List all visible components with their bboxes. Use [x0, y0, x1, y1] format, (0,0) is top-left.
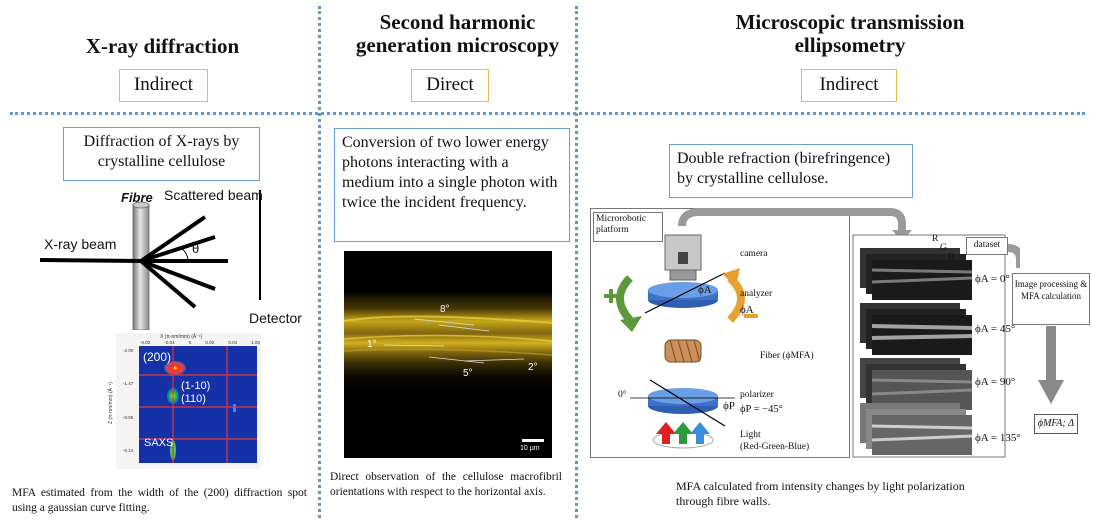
- spot-200-label: (200): [143, 350, 172, 364]
- phi-p-label: ϕP: [723, 400, 735, 412]
- tick-label: -0.24: [123, 447, 134, 453]
- light-label: Light: [740, 430, 761, 440]
- channel-r-label: R: [932, 234, 939, 244]
- caption-shg: Direct observation of the cellulose macr…: [330, 471, 562, 498]
- column-title-shg: Second harmonic generation microscopy: [355, 10, 560, 57]
- diffraction-pattern-image: [139, 346, 257, 463]
- phi-label: ϕA = 135°: [975, 432, 1021, 444]
- vertical-separator-1: [318, 6, 321, 518]
- spot-110-label: (110): [181, 393, 206, 405]
- tick-label: 0: [188, 340, 192, 345]
- tick-label: -1.47: [123, 381, 134, 387]
- pattern-top-ticks: -0.02 -0.04 0 0.02 0.04 1.00: [140, 340, 260, 345]
- angle-label: 2°: [528, 362, 538, 373]
- tag-shg: Direct: [411, 69, 489, 102]
- analyzer-label: analyzer: [740, 289, 773, 299]
- dataset-label: dataset: [966, 237, 1008, 255]
- phi-label: ϕA = 0°: [975, 273, 1010, 285]
- angle-label: 1°: [367, 339, 377, 350]
- description-ellipsometry: Double refraction (birefringence) by cry…: [669, 144, 913, 198]
- result-box: ϕMFA; Δ: [1034, 414, 1078, 434]
- xray-beam-line: [39, 258, 142, 263]
- phi-label: ϕA = 90°: [975, 376, 1016, 388]
- caption-ellipsometry: MFA calculated from intensity changes by…: [676, 479, 965, 508]
- shg-micrograph: [344, 251, 552, 458]
- setup-frame: [590, 208, 850, 458]
- analyzer-phi-label: ϕA: [740, 304, 754, 316]
- pattern-left-axis-label: Z (π-nm/mm) (Å⁻¹): [107, 382, 114, 424]
- vertical-separator-2: [575, 6, 578, 518]
- light-sub-label: (Red-Green-Blue): [740, 442, 810, 452]
- pattern-left-ticks: -2.00 -1.47 -0.85 -0.24: [123, 348, 133, 453]
- xray-beam-label: X-ray beam: [44, 236, 117, 252]
- saxs-label: SAXS: [144, 437, 174, 449]
- tick-label: 0.02: [205, 340, 215, 345]
- zero-degree-label: 0°: [618, 390, 627, 400]
- phi-a-label: ϕA: [698, 284, 712, 296]
- tag-xrd: Indirect: [119, 69, 208, 102]
- fibre-label: Fibre: [121, 190, 153, 205]
- camera-label: camera: [740, 249, 768, 259]
- detector-label: Detector: [249, 310, 302, 326]
- tick-label: -0.85: [123, 414, 134, 420]
- tick-label: -0.02: [140, 340, 151, 345]
- tag-ellipsometry: Indirect: [801, 69, 897, 102]
- channel-b-label: B: [948, 253, 955, 263]
- scale-bar-label: 10 µm: [520, 445, 540, 452]
- horizontal-separator: [10, 112, 1085, 115]
- tick-label: 0.04: [228, 340, 238, 345]
- flow-arrow-to-dataset: [678, 208, 906, 232]
- tick-label: -0.04: [164, 340, 175, 345]
- xrd-diagram: [39, 190, 261, 330]
- channel-g-label: G: [940, 243, 947, 253]
- theta-label: θ: [192, 241, 200, 256]
- ellipsometry-setup-drawing: [604, 208, 1020, 458]
- description-shg: Conversion of two lower energy photons i…: [334, 128, 570, 242]
- spot-1-10-label: (1-10): [181, 380, 211, 392]
- column-title-xrd: X-ray diffraction: [85, 34, 240, 58]
- rotate-left-arrow: [616, 275, 634, 323]
- tick-label: -2.00: [123, 348, 134, 353]
- arrow-to-result: [1038, 326, 1064, 404]
- phi-label: ϕA = 45°: [975, 323, 1016, 335]
- polarizer-value-label: ϕP = −45°: [740, 404, 783, 415]
- fiber-label: Fiber (ϕMFA): [760, 351, 814, 361]
- description-xrd: Diffraction of X-rays by crystalline cel…: [63, 127, 260, 181]
- tick-label: 1.00: [251, 340, 260, 345]
- angle-label: 5°: [463, 368, 473, 379]
- caption-xrd: MFA estimated from the width of the (200…: [12, 487, 307, 514]
- pattern-top-axis-label: X (π-nm/mm) (Å⁻¹): [160, 334, 203, 340]
- column-title-ellipsometry: Microscopic transmission ellipsometry: [735, 10, 965, 57]
- image-processing-box: Image processing & MFA calculation: [1012, 273, 1090, 325]
- scattered-beam-label: Scattered beam: [164, 187, 263, 203]
- angle-label: 8°: [440, 304, 450, 315]
- platform-label: Microrobotic platform: [593, 212, 663, 242]
- polarizer-label: polarizer: [740, 390, 774, 400]
